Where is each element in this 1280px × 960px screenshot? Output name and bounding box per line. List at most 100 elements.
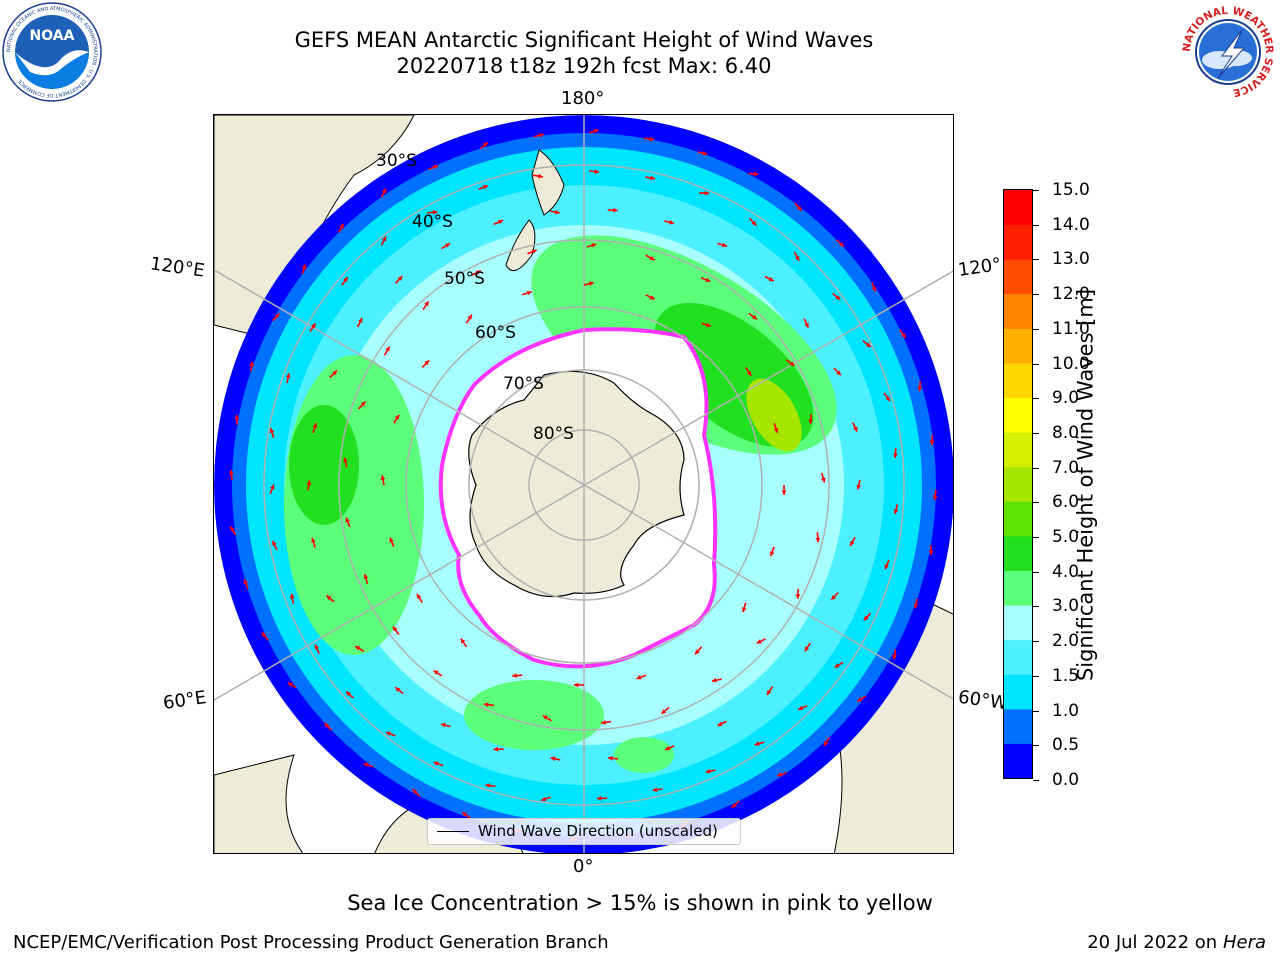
wind-wave-arrow-head (804, 646, 810, 652)
wind-wave-arrow-head (871, 286, 877, 292)
wind-wave-arrow-head (311, 537, 316, 543)
wind-wave-arrow-head (661, 709, 667, 714)
wind-wave-arrow-head (467, 314, 472, 320)
lon-label-120w: 120° (956, 254, 1003, 281)
wind-wave-arrow-head (795, 594, 801, 599)
footer-date: 20 Jul 2022 on Hera (1087, 932, 1266, 953)
colorbar-tick (1033, 328, 1039, 330)
sea-ice-note: Sea Ice Concentration > 15% is shown in … (347, 891, 933, 915)
wind-wave-arrow-head (462, 812, 468, 817)
wind-wave-arrow-head (717, 721, 723, 726)
colorbar-tick-label: 4.0 (1052, 561, 1080, 582)
lon-label-180: 180° (561, 88, 605, 109)
colorbar-band (1004, 224, 1032, 260)
wind-wave-arrow-head (815, 537, 821, 543)
wind-wave-arrow-head (751, 220, 757, 226)
colorbar-band (1004, 362, 1032, 399)
legend-line-swatch (437, 831, 469, 832)
colorbar-tick-label: 11.0 (1052, 318, 1090, 339)
wind-wave-arrow-head (433, 670, 439, 675)
wind-wave-arrow-head (834, 663, 840, 668)
lat-label-40s: 40°S (412, 212, 453, 232)
wind-wave-arrow-head (669, 220, 674, 225)
colorbar-tick-label: 0.0 (1052, 770, 1080, 790)
wind-wave-arrow-head (650, 175, 655, 181)
colorbar-band (1004, 605, 1032, 641)
wind-wave-arrow-head (857, 697, 863, 702)
colorbar-tick (1033, 606, 1039, 608)
wind-wave-arrow-head (885, 396, 890, 402)
wind-wave-arrow-head (483, 142, 488, 148)
wave-patch-west-core (289, 405, 359, 525)
wind-wave-arrow-head (767, 690, 772, 695)
wind-wave-arrow-head (754, 741, 760, 746)
wind-wave-arrow-head (460, 638, 466, 644)
wind-wave-arrow-head (345, 517, 350, 523)
wind-wave-arrow-head (781, 490, 787, 495)
lat-label-70s: 70°S (503, 374, 544, 394)
colorbar (1003, 189, 1033, 779)
colorbar-band (1004, 293, 1032, 329)
wind-wave-arrow-head (591, 243, 597, 248)
wind-wave-arrow-head (312, 423, 317, 429)
wind-wave-arrow-head (355, 646, 361, 651)
wind-wave-arrow-head (512, 673, 517, 678)
wind-wave-arrow-head (706, 322, 711, 328)
wind-wave-arrow-head (360, 401, 366, 407)
wind-wave-arrow-head (917, 386, 923, 392)
africa-land (214, 754, 304, 853)
colorbar-tick (1033, 294, 1039, 296)
wind-wave-arrow-head (381, 236, 387, 242)
wind-wave-arrow-head (836, 370, 841, 376)
lon-label-60e: 60°E (161, 687, 208, 714)
wind-wave-arrow-head (608, 755, 613, 761)
wind-wave-arrow-head (346, 691, 351, 697)
wind-wave-arrow-head (555, 209, 560, 215)
colorbar-tick-label: 2.0 (1052, 631, 1080, 652)
wind-wave-arrow-head (711, 677, 717, 683)
wind-wave-arrow-head (613, 207, 618, 213)
wind-wave-arrow-head (326, 595, 332, 601)
colorbar-tick (1033, 502, 1039, 504)
wind-wave-arrow-head (649, 295, 655, 300)
colorbar-band (1004, 328, 1032, 364)
colorbar-band (1004, 743, 1032, 779)
wind-wave-arrow-head (230, 526, 235, 532)
wind-wave-arrow-head (433, 761, 439, 766)
wind-wave-arrow-head (884, 564, 889, 570)
wind-wave-arrow-head (541, 796, 547, 802)
wind-wave-arrow-head (932, 495, 938, 500)
colorbar-tick (1033, 259, 1039, 261)
wind-wave-arrow-head (789, 361, 795, 366)
wind-wave-arrow-head (269, 428, 275, 433)
wind-wave-arrow-head (831, 595, 837, 600)
wind-wave-arrow-head (756, 639, 762, 644)
colorbar-tick-label: 12.0 (1052, 284, 1090, 305)
wind-wave-arrow-head (542, 715, 548, 720)
colorbar-tick-label: 3.0 (1052, 596, 1080, 617)
colorbar-gradient (1004, 190, 1032, 779)
wind-wave-arrow-head (394, 414, 400, 420)
nws-logo: NATIONAL WEATHER SERVICE (1178, 2, 1278, 102)
chart-title: GEFS MEAN Antarctic Significant Height o… (294, 28, 874, 52)
wind-wave-arrow-head (270, 484, 275, 490)
wind-wave-arrow-head (913, 603, 919, 609)
colorbar-tick-label: 8.0 (1052, 422, 1080, 443)
wind-wave-arrow-head (588, 281, 594, 286)
wind-wave-arrow-head (752, 314, 757, 320)
wind-wave-arrow-head (892, 654, 898, 660)
wind-wave-arrow-head (397, 276, 403, 281)
wind-wave-arrow-head (770, 551, 775, 557)
wind-wave-arrow-head (363, 574, 369, 580)
colorbar-tick (1033, 710, 1039, 712)
wind-wave-arrow-head (824, 741, 829, 746)
wind-wave-arrow-head (893, 453, 898, 458)
wind-wave-arrow-head (796, 206, 802, 211)
wind-wave-arrow-head (665, 745, 671, 751)
colorbar-tick-label: 10.0 (1052, 353, 1090, 374)
colorbar-tick-label: 6.0 (1052, 492, 1080, 513)
wind-wave-arrow-head (636, 675, 642, 680)
wind-wave-arrow-head (838, 241, 844, 247)
colorbar-band (1004, 674, 1032, 710)
wind-wave-arrow-head (768, 276, 774, 282)
